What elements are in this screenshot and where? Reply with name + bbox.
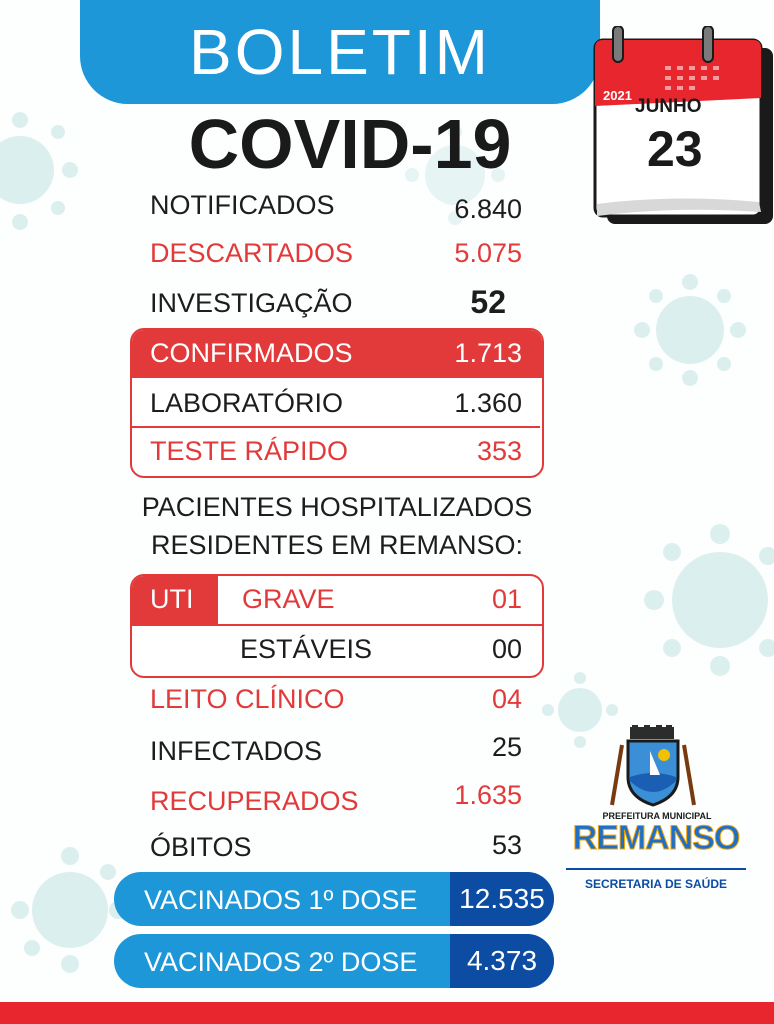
boletim-label: BOLETIM — [189, 16, 491, 88]
stat-row-leito-clinico: LEITO CLÍNICO 04 — [150, 676, 522, 722]
confirmed-box — [130, 328, 544, 478]
stat-label: CONFIRMADOS — [150, 338, 353, 368]
stat-label: NOTIFICADOS — [150, 190, 335, 220]
stat-label: LABORATÓRIO — [150, 388, 344, 418]
uti-tag-bg — [132, 576, 218, 624]
vaccinated-dose1-label: VACINADOS 1º DOSE — [144, 885, 418, 915]
divider — [132, 624, 542, 626]
virus-decoration-icon — [0, 112, 78, 230]
calendar-year: 2021 — [603, 88, 632, 103]
confirmed-header — [132, 330, 542, 378]
hospitalized-heading-line1: PACIENTES HOSPITALIZADOS — [141, 492, 533, 522]
stat-row-investigacao: INVESTIGAÇÃO 52 — [150, 280, 522, 326]
stat-value: 1.713 — [454, 338, 522, 368]
calendar-month: JUNHO — [635, 96, 702, 117]
stat-row-notificados: NOTIFICADOS 6.840 — [150, 182, 522, 228]
uti-grave-row: UTI GRAVE 01 — [150, 576, 522, 622]
stat-row-infectados: INFECTADOS 25 — [150, 726, 522, 772]
stat-row-descartados: DESCARTADOS 5.075 — [150, 230, 522, 276]
calendar-day: 23 — [647, 121, 703, 177]
stat-row-confirmados: CONFIRMADOS 1.713 — [150, 330, 522, 376]
stat-value: 25 — [491, 732, 522, 762]
uti-box — [130, 574, 544, 678]
estaveis-label: ESTÁVEIS — [240, 634, 373, 664]
vaccinated-dose2-value: 4.373 — [450, 934, 554, 988]
stat-value: 5.075 — [454, 238, 522, 268]
prefeitura-logo: PREFEITURA MUNICIPAL REMANSO SECRETARIA … — [560, 725, 750, 905]
stat-label: RECUPERADOS — [150, 786, 359, 816]
vaccinated-dose2-label: VACINADOS 2º DOSE — [144, 947, 418, 977]
stat-value: 1.360 — [454, 388, 522, 418]
vaccinated-dose2-pill: VACINADOS 2º DOSE 4.373 — [114, 934, 554, 988]
stat-label: TESTE RÁPIDO — [150, 436, 349, 466]
stat-value: 1.635 — [454, 780, 522, 810]
divider — [566, 868, 746, 870]
virus-decoration-icon — [405, 125, 505, 225]
hospitalized-heading-line2: RESIDENTES EM REMANSO: — [150, 530, 524, 560]
stat-value: 04 — [491, 684, 522, 714]
virus-decoration-icon — [644, 524, 774, 676]
uti-tag: UTI — [150, 584, 194, 614]
grave-value: 01 — [491, 584, 522, 614]
virus-decoration-icon — [634, 274, 746, 386]
city-logo-text: REMANSO — [572, 819, 741, 858]
stat-label: DESCARTADOS — [150, 238, 354, 268]
grave-label: GRAVE — [242, 584, 335, 614]
stat-value: 6.840 — [454, 194, 522, 224]
stat-label: ÓBITOS — [150, 832, 252, 862]
calendar-icon: 2021 JUNHO 23 — [593, 26, 773, 224]
divider — [132, 426, 540, 428]
bottom-bar — [0, 1002, 774, 1024]
stat-value: 52 — [470, 284, 506, 320]
estaveis-value: 00 — [491, 634, 522, 664]
vaccinated-dose1-value: 12.535 — [450, 872, 554, 926]
stat-label: INFECTADOS — [150, 736, 323, 766]
header-banner: BOLETIM — [80, 0, 600, 104]
stat-row-teste-rapido: TESTE RÁPIDO 353 — [150, 428, 522, 474]
virus-decoration-icon — [542, 672, 618, 748]
secretaria-label: SECRETARIA DE SAÚDE — [584, 877, 727, 891]
city-crest-icon — [610, 725, 696, 807]
stat-row-recuperados: RECUPERADOS 1.635 — [150, 774, 522, 820]
virus-decoration-icon — [11, 847, 127, 973]
stat-value: 353 — [476, 436, 522, 466]
vaccinated-dose1-pill: VACINADOS 1º DOSE 12.535 — [114, 872, 554, 926]
page-title: COVID-19 — [188, 105, 512, 183]
stat-label: LEITO CLÍNICO — [150, 684, 345, 714]
stat-row-obitos: ÓBITOS 53 — [150, 824, 522, 870]
hospitalized-heading: PACIENTES HOSPITALIZADOS RESIDENTES EM R… — [100, 488, 574, 564]
uti-estaveis-row: ESTÁVEIS 00 — [150, 626, 522, 672]
stat-label: INVESTIGAÇÃO — [150, 288, 353, 318]
stat-row-laboratorio: LABORATÓRIO 1.360 — [150, 380, 522, 426]
stat-value: 53 — [491, 830, 522, 860]
prefeitura-label: PREFEITURA MUNICIPAL — [602, 811, 712, 821]
